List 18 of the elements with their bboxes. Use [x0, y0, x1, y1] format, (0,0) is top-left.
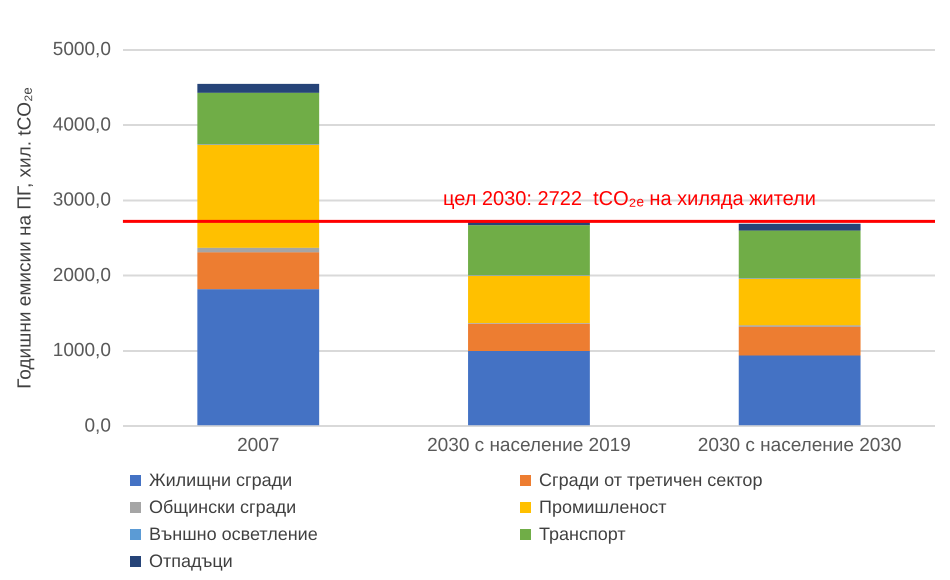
- legend-label: Жилищни сгради: [149, 470, 292, 491]
- legend-label: Общински сгради: [149, 497, 296, 518]
- y-axis-title: Годишни емисии на ПГ, хил. tCO₂ₑ: [14, 87, 36, 389]
- y-tick-label: 3000,0: [52, 190, 111, 211]
- y-tick-label: 1000,0: [52, 340, 111, 362]
- x-tick-label: 2007: [237, 434, 280, 456]
- x-tick-label: 2030 с население 2019: [427, 434, 631, 456]
- y-tick-label: 4000,0: [52, 114, 111, 136]
- legend-label: Отпадъци: [149, 551, 233, 572]
- legend-label: Сгради от третичен сектор: [539, 470, 762, 491]
- legend-label: Транспорт: [539, 524, 626, 545]
- legend-label: Промишленост: [539, 497, 667, 518]
- legend-label: Външно осветление: [149, 524, 318, 545]
- y-tick-label: 2000,0: [52, 264, 111, 286]
- y-tick-label: 0,0: [84, 415, 111, 436]
- x-tick-label: 2030 с население 2030: [698, 434, 902, 456]
- ref-line-label: цел 2030: 2722 tCO₂ₑ на хиляда жители: [443, 188, 816, 210]
- y-tick-label: 5000,0: [52, 39, 111, 60]
